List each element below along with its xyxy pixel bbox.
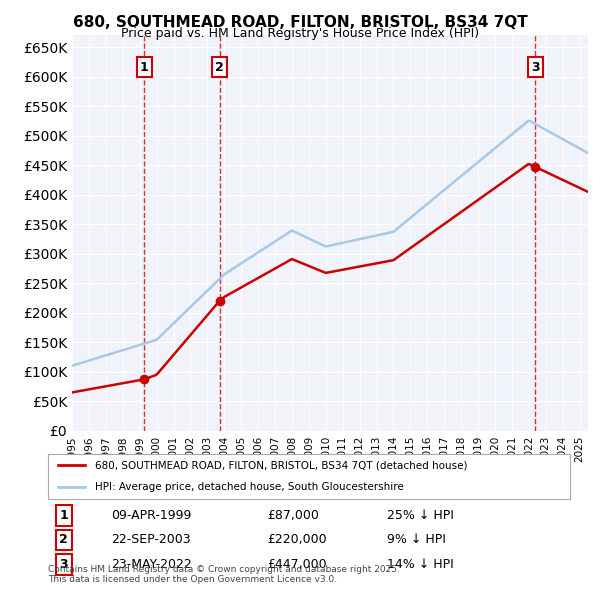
Text: HPI: Average price, detached house, South Gloucestershire: HPI: Average price, detached house, Sout…	[95, 483, 404, 493]
Text: 2: 2	[59, 533, 68, 546]
Text: 1: 1	[140, 61, 149, 74]
Text: £87,000: £87,000	[267, 509, 319, 522]
Text: Price paid vs. HM Land Registry's House Price Index (HPI): Price paid vs. HM Land Registry's House …	[121, 27, 479, 40]
Text: £220,000: £220,000	[267, 533, 327, 546]
Text: 3: 3	[59, 558, 68, 571]
Text: Contains HM Land Registry data © Crown copyright and database right 2025.
This d: Contains HM Land Registry data © Crown c…	[48, 565, 400, 584]
Text: 3: 3	[531, 61, 539, 74]
Text: 9% ↓ HPI: 9% ↓ HPI	[388, 533, 446, 546]
Text: 680, SOUTHMEAD ROAD, FILTON, BRISTOL, BS34 7QT: 680, SOUTHMEAD ROAD, FILTON, BRISTOL, BS…	[73, 15, 527, 30]
Text: 1: 1	[59, 509, 68, 522]
Text: 22-SEP-2003: 22-SEP-2003	[110, 533, 190, 546]
Text: 14% ↓ HPI: 14% ↓ HPI	[388, 558, 454, 571]
Text: 09-APR-1999: 09-APR-1999	[110, 509, 191, 522]
Text: 680, SOUTHMEAD ROAD, FILTON, BRISTOL, BS34 7QT (detached house): 680, SOUTHMEAD ROAD, FILTON, BRISTOL, BS…	[95, 460, 467, 470]
Text: 25% ↓ HPI: 25% ↓ HPI	[388, 509, 454, 522]
Text: 2: 2	[215, 61, 224, 74]
Text: £447,000: £447,000	[267, 558, 327, 571]
Text: 23-MAY-2022: 23-MAY-2022	[110, 558, 191, 571]
